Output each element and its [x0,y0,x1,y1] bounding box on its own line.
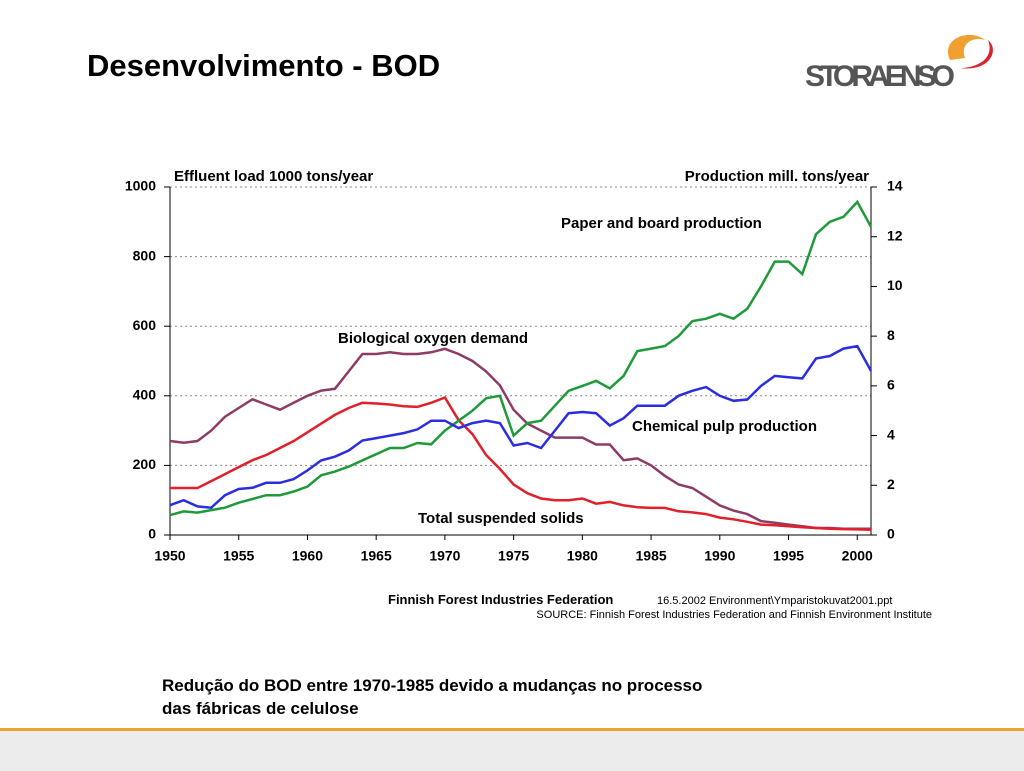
series-line [169,347,871,530]
logo-swirl [960,40,993,69]
x-tick-label: 1975 [498,548,529,564]
x-tick-label: 1980 [567,548,598,564]
y-axis-label: Effluent load 1000 tons/year [174,168,373,185]
x-tick-label: 1965 [361,548,392,564]
y2-tick-label: 2 [887,476,895,492]
source-note: SOURCE: Finnish Forest Industries Federa… [536,609,932,621]
y2-tick-label: 10 [887,277,903,293]
y-tick-label: 800 [133,247,157,263]
footer-band [0,728,1024,771]
y-tick-label: 400 [133,387,157,403]
slide-title: Desenvolvimento - BOD [87,48,441,83]
y-tick-label: 1000 [125,178,156,194]
y-tick-label: 0 [148,526,156,542]
chart: Effluent load 1000 tons/year Production m… [125,168,932,621]
y2-tick-label: 0 [887,526,895,542]
series-label: Paper and board production [561,215,762,232]
x-tick-label: 2000 [842,548,873,564]
y-tick-label: 600 [133,317,157,333]
x-tick-label: 1995 [773,548,804,564]
file-note: 16.5.2002 Environment\Ymparistokuvat2001… [657,595,892,607]
series-line [170,395,872,532]
y2-tick-label: 14 [887,178,903,194]
series-label: Chemical pulp production [632,418,817,435]
series-label: Total suspended solids [418,510,584,527]
x-tick-label: 1970 [429,548,460,564]
x-tick-label: 1960 [292,548,323,564]
caption: Redução do BOD entre 1970-1985 devido a … [162,676,703,718]
x-tick-label: 1990 [704,548,735,564]
y2-axis-label: Production mill. tons/year [685,168,869,185]
y2-tick-label: 12 [887,227,903,243]
y2-tick-label: 4 [887,426,895,442]
series-label: Biological oxygen demand [338,330,528,347]
logo: STORAENSO [805,34,993,93]
source: Finnish Forest Industries Federation [388,592,613,607]
series-line [169,344,873,509]
y-tick-label: 200 [133,456,157,472]
x-tick-label: 1950 [154,548,185,564]
logo-swirl [948,34,985,60]
y2-tick-label: 6 [887,377,895,393]
y2-tick-label: 8 [887,327,895,343]
series-line [169,199,873,517]
logo-text: STORAENSO [805,60,955,93]
x-tick-label: 1985 [636,548,667,564]
x-tick-label: 1955 [223,548,254,564]
